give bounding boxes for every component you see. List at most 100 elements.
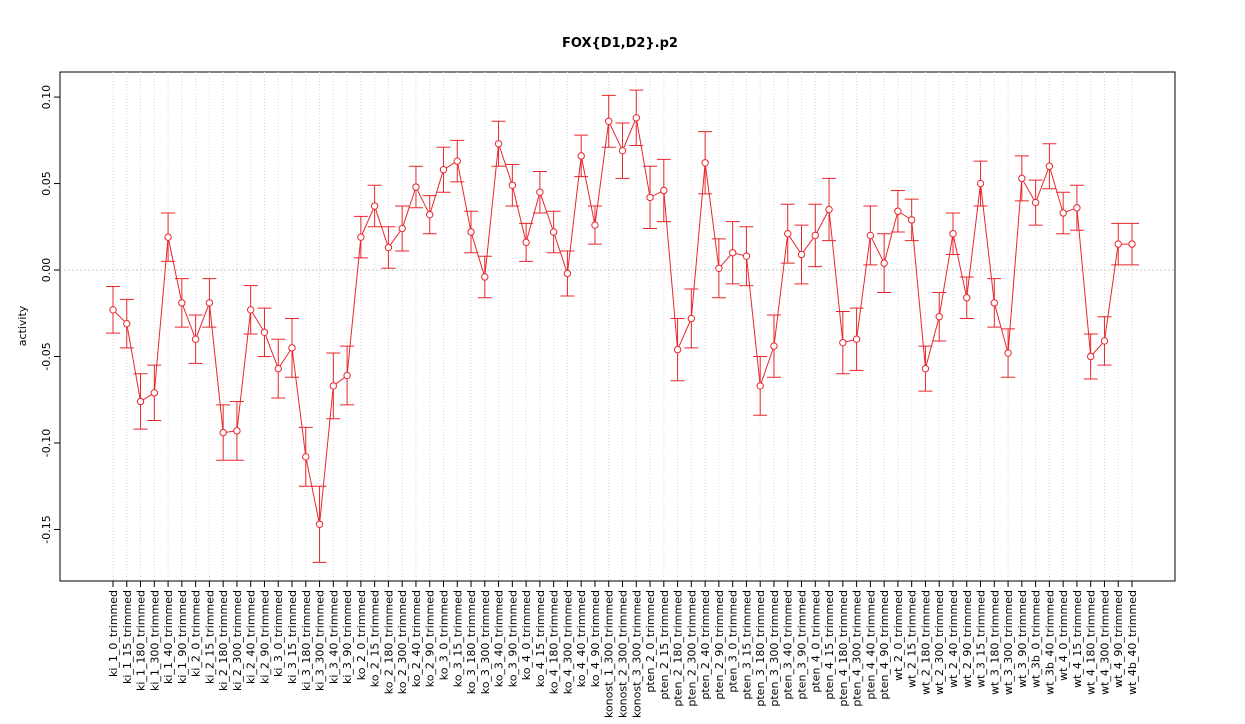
x-tick-label: pten_2_300_trimmed [685,590,698,707]
x-tick-label: pten_3_300_trimmed [768,590,781,707]
data-point [646,193,654,202]
x-tick-label: ki_1_90_trimmed [176,590,189,684]
data-point [191,335,200,343]
data-point [150,389,159,397]
x-tick-label: konost_1_300_trimmed [603,590,616,718]
x-tick-label: ki_2_300_trimmed [231,590,244,691]
data-point [742,252,751,260]
x-tick-label: wt_2_300_trimmed [933,590,946,695]
x-tick-label: ki_3_40_trimmed [327,590,340,684]
data-point [370,202,379,210]
x-tick-label: konost_3_300_trimmed [630,590,643,718]
data-point [274,364,282,373]
x-tick-label: ki_3_15_trimmed [286,590,299,684]
x-tick-label: ki_1_300_trimmed [148,590,161,691]
data-point [522,238,530,247]
data-point [123,319,131,328]
data-point [1045,162,1054,170]
x-tick-label: pten_3_15_trimmed [740,590,753,700]
x-tick-label: ki_1_180_trimmed [135,590,148,691]
data-point [591,221,599,229]
x-tick-label: ki_2_15_trimmed [203,590,216,684]
data-point [302,453,310,461]
x-tick-label: wt_3_15_trimmed [975,590,988,688]
data-point [467,228,475,236]
x-tick-label: ko_3_40_trimmed [493,590,506,687]
data-point [136,397,145,406]
x-tick-label: ki_1_40_trimmed [162,590,175,684]
x-tick-label: wt_3_180_trimmed [988,590,1001,695]
x-tick-label: wt_2_90_trimmed [961,590,974,688]
x-tick-label: pten_4_180_trimmed [837,590,850,707]
data-point [1059,209,1067,217]
x-tick-label: ko_3_15_trimmed [451,590,464,687]
data-point [949,230,957,238]
x-tick-label: ki_3_90_trimmed [341,590,354,684]
data-point [673,345,682,354]
x-tick-label: wt_4_180_trimmed [1085,590,1098,695]
x-tick-label: wt_2_40_trimmed [947,590,960,688]
y-tick-label: 0.00 [40,258,53,283]
x-tick-label: pten_4_40_trimmed [864,590,877,700]
data-point [852,335,861,343]
x-tick-label: ki_2_0_trimmed [190,590,203,677]
data-point [288,344,296,352]
x-tick-label: pten_3_0_trimmed [727,590,740,693]
x-tick-label: wt_4_15_trimmed [1071,590,1084,688]
x-tick-label: ki_3_0_trimmed [272,590,285,677]
data-point [329,382,338,390]
x-tick-label: wt_2_0_trimmed [892,590,905,681]
data-point [453,157,461,165]
data-point [770,342,778,350]
data-point [921,364,930,373]
data-point [756,382,764,390]
x-tick-label: wt_3b_0_trimmed [1030,590,1043,688]
data-point [632,114,640,122]
data-point [536,188,544,196]
data-point [247,306,255,314]
data-point [1114,240,1122,248]
x-tick-label: ko_4_0_trimmed [520,590,533,680]
data-point [935,313,943,321]
data-point [784,230,792,238]
y-tick-label: -0.15 [40,515,53,543]
plot-frame [59,71,1176,582]
data-point [605,117,613,125]
x-tick-label: ko_2_300_trimmed [396,590,409,694]
x-tick-label: ko_2_180_trimmed [382,590,395,694]
data-point [233,427,241,435]
x-tick-label: ko_2_15_trimmed [369,590,382,687]
data-point [481,273,489,281]
data-point [976,179,985,188]
data-point [563,269,572,278]
data-point [1073,204,1081,212]
data-point [109,306,117,314]
data-point [164,233,172,241]
chart-title: FOX{D1,D2}.p2 [562,36,678,51]
data-point [894,207,902,215]
x-tick-label: pten_4_300_trimmed [851,590,864,707]
x-tick-label: ki_1_0_trimmed [107,590,120,677]
data-point [412,183,420,191]
data-point [963,294,971,302]
x-tick-label: pten_4_0_trimmed [809,590,822,693]
x-tick-label: wt_3_90_trimmed [1016,590,1029,688]
x-tick-label: wt_4_0_trimmed [1057,590,1070,681]
x-tick-label: wt_3b_40_trimmed [1043,590,1056,695]
x-tick-label: ko_3_0_trimmed [437,590,450,680]
x-tick-label: wt_2_15_trimmed [906,590,919,688]
data-point [1100,337,1109,345]
data-point [219,428,227,437]
x-tick-label: pten_2_180_trimmed [672,590,685,707]
x-tick-label: pten_2_90_trimmed [713,590,726,700]
data-point [494,140,503,148]
x-tick-label: ko_3_90_trimmed [506,590,519,687]
data-point [1128,240,1136,248]
x-tick-label: wt_2_180_trimmed [919,590,932,695]
x-tick-label: ko_4_40_trimmed [575,590,588,687]
data-point [426,210,434,219]
data-point [260,328,269,336]
data-point [715,264,723,273]
data-point [728,249,737,257]
data-point [660,186,668,195]
